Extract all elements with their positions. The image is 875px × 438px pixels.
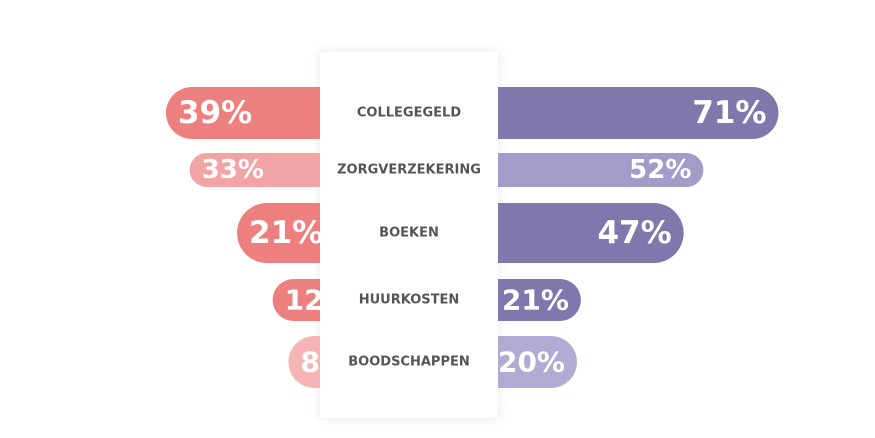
category-label-boeken: BOEKEN [379, 226, 439, 241]
right-bar-boeken [498, 203, 684, 263]
left-value-label-collegegeld: 39% [178, 95, 252, 131]
category-label-zorgverzekering: ZORGVERZEKERING [337, 163, 481, 178]
right-bar-huurkosten [498, 279, 581, 321]
left-bar-boodschappen [288, 336, 320, 388]
right-value-label-huurkosten: 21% [502, 284, 569, 317]
left-value-label-boeken: 21% [249, 215, 323, 251]
left-value-label-zorgverzekering: 33% [202, 155, 264, 185]
right-value-label-boeken: 47% [597, 215, 671, 251]
left-bar-zorgverzekering [189, 153, 320, 187]
right-value-label-zorgverzekering: 52% [629, 155, 691, 185]
right-bar-zorgverzekering [498, 153, 704, 187]
right-value-label-collegegeld: 71% [692, 95, 766, 131]
right-value-label-boodschappen: 20% [498, 346, 565, 379]
left-bar-collegegeld [165, 87, 320, 139]
left-value-label-huurkosten: 12% [285, 284, 352, 317]
category-label-boodschappen: BOODSCHAPPEN [348, 355, 469, 370]
category-panel [320, 52, 498, 418]
left-bar-boeken [237, 203, 320, 263]
category-label-huurkosten: HUURKOSTEN [359, 293, 460, 308]
right-bar-boodschappen [498, 336, 577, 388]
right-bar-collegegeld [498, 87, 779, 139]
left-value-label-boodschappen: 8% [300, 346, 348, 379]
left-bar-huurkosten [272, 279, 320, 321]
category-label-collegegeld: COLLEGEGELD [357, 106, 461, 121]
